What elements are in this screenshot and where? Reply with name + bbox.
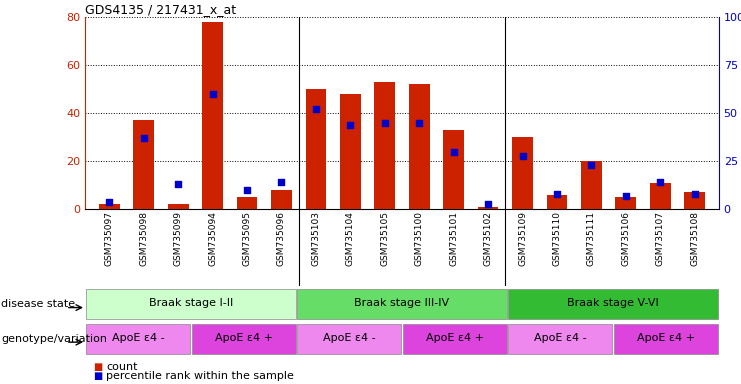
Point — [688, 191, 700, 197]
Point — [172, 181, 184, 187]
Text: GSM735096: GSM735096 — [277, 211, 286, 266]
Point — [276, 179, 288, 185]
Text: percentile rank within the sample: percentile rank within the sample — [106, 371, 294, 381]
Bar — [616, 197, 636, 209]
Bar — [508, 289, 718, 319]
Text: GSM735103: GSM735103 — [311, 211, 320, 266]
Bar — [547, 195, 568, 209]
Point — [104, 199, 116, 205]
Point — [241, 187, 253, 193]
Bar — [508, 324, 613, 354]
Text: ApoE ε4 +: ApoE ε4 + — [426, 333, 484, 343]
Bar — [402, 324, 507, 354]
Bar — [297, 324, 402, 354]
Text: GSM735094: GSM735094 — [208, 211, 217, 266]
Text: disease state: disease state — [1, 299, 76, 310]
Bar — [86, 324, 190, 354]
Bar — [305, 89, 326, 209]
Bar — [191, 324, 296, 354]
Point — [551, 191, 563, 197]
Point — [413, 120, 425, 126]
Text: ApoE ε4 +: ApoE ε4 + — [215, 333, 273, 343]
Bar — [685, 192, 705, 209]
Point — [448, 149, 459, 155]
Bar — [133, 121, 154, 209]
Text: GSM735102: GSM735102 — [484, 211, 493, 266]
Bar — [478, 207, 499, 209]
Text: GSM735095: GSM735095 — [242, 211, 251, 266]
Text: Braak stage I-II: Braak stage I-II — [149, 298, 233, 308]
Bar — [99, 205, 119, 209]
Point — [345, 122, 356, 128]
Text: ApoE ε4 +: ApoE ε4 + — [637, 333, 695, 343]
Text: GSM735104: GSM735104 — [346, 211, 355, 266]
Bar — [650, 183, 671, 209]
Bar — [236, 197, 257, 209]
Point — [379, 120, 391, 126]
Bar — [512, 137, 533, 209]
Bar — [409, 84, 430, 209]
Point — [207, 91, 219, 97]
Point — [138, 135, 150, 141]
Point — [654, 179, 666, 185]
Text: Braak stage V-VI: Braak stage V-VI — [568, 298, 659, 308]
Text: ApoE ε4 -: ApoE ε4 - — [323, 333, 376, 343]
Text: GSM735097: GSM735097 — [104, 211, 114, 266]
Text: GSM735108: GSM735108 — [690, 211, 700, 266]
Text: GSM735107: GSM735107 — [656, 211, 665, 266]
Bar — [340, 94, 361, 209]
Text: GSM735098: GSM735098 — [139, 211, 148, 266]
Point — [585, 162, 597, 168]
Text: genotype/variation: genotype/variation — [1, 334, 107, 344]
Text: GSM735111: GSM735111 — [587, 211, 596, 266]
Text: ■: ■ — [93, 371, 102, 381]
Text: GSM735100: GSM735100 — [415, 211, 424, 266]
Point — [516, 152, 528, 159]
Text: GSM735105: GSM735105 — [380, 211, 389, 266]
Bar — [202, 22, 223, 209]
Text: GSM735106: GSM735106 — [621, 211, 631, 266]
Text: GDS4135 / 217431_x_at: GDS4135 / 217431_x_at — [85, 3, 236, 16]
Text: count: count — [106, 362, 138, 372]
Bar — [443, 130, 464, 209]
Bar — [271, 190, 292, 209]
Text: GSM735110: GSM735110 — [553, 211, 562, 266]
Text: ApoE ε4 -: ApoE ε4 - — [534, 333, 587, 343]
Point — [620, 193, 632, 199]
Text: GSM735101: GSM735101 — [449, 211, 458, 266]
Bar — [168, 205, 188, 209]
Text: GSM735109: GSM735109 — [518, 211, 527, 266]
Text: Braak stage III-IV: Braak stage III-IV — [354, 298, 450, 308]
Bar — [297, 289, 507, 319]
Bar — [581, 161, 602, 209]
Text: GSM735099: GSM735099 — [173, 211, 183, 266]
Bar — [86, 289, 296, 319]
Bar — [374, 82, 395, 209]
Text: ApoE ε4 -: ApoE ε4 - — [112, 333, 165, 343]
Bar — [614, 324, 718, 354]
Text: ■: ■ — [93, 362, 102, 372]
Point — [310, 106, 322, 113]
Point — [482, 200, 494, 207]
